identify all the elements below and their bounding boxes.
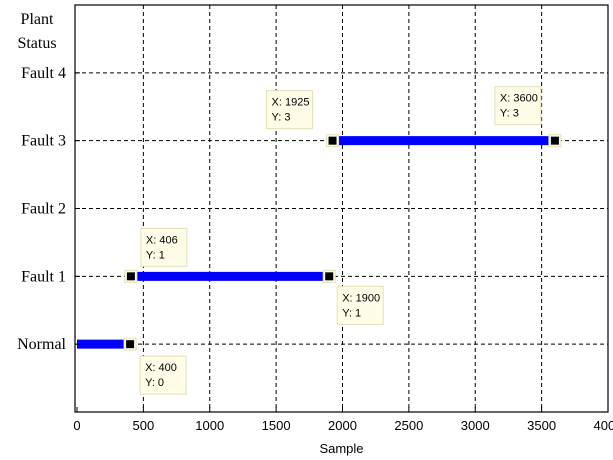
datatip-text: X: 400 <box>145 362 177 374</box>
datatip-box <box>139 355 187 395</box>
datatip-text: Y: 3 <box>272 112 291 124</box>
x-tick-label: 4000 <box>594 418 613 433</box>
datatip-marker <box>328 136 337 145</box>
datatip-text: Y: 1 <box>342 307 361 319</box>
datatip-marker <box>126 272 135 281</box>
datatip-box <box>140 227 188 267</box>
y-tick-label: Fault 3 <box>21 133 66 150</box>
datatip-marker <box>126 340 135 349</box>
y-tick-label: Fault 4 <box>21 65 66 82</box>
datatip-text: Y: 3 <box>500 108 519 120</box>
datatip-box <box>336 285 384 325</box>
datatips: X: 400 Y: 0 X: 406 Y: 1 X: 1900 Y: 1 X: 1925 Y:… <box>139 86 542 395</box>
datatip-text: Y: 0 <box>145 377 164 389</box>
x-tick-label: 1000 <box>195 418 224 433</box>
y-axis-label-line: Plant <box>21 11 54 28</box>
status-series <box>77 136 555 349</box>
datatip-marker <box>550 136 559 145</box>
y-axis-label-line: Status <box>17 35 56 52</box>
datatip-box <box>266 90 314 130</box>
y-axis-label: Plant Status <box>17 11 56 52</box>
y-tick-label: Fault 2 <box>21 201 66 218</box>
x-tick-label: 2000 <box>328 418 357 433</box>
x-tick-label: 1500 <box>262 418 291 433</box>
grid-lines <box>75 5 608 412</box>
datatip-text: Y: 1 <box>146 249 165 261</box>
datatip-text: X: 1900 <box>342 292 380 304</box>
x-tick-label: 2500 <box>394 418 423 433</box>
x-tick-label: 0 <box>73 418 80 433</box>
y-tick-label: Normal <box>17 336 66 353</box>
x-axis-label: Sample <box>319 441 363 456</box>
x-axis-ticks: 0 500 1000 1500 2000 2500 3000 3500 4000 <box>73 407 613 433</box>
datatip-marker <box>325 272 334 281</box>
y-axis-ticks: Normal Fault 1 Fault 2 Fault 3 Fault 4 <box>17 65 80 353</box>
datatip-text: X: 3600 <box>500 93 538 105</box>
x-tick-label: 3000 <box>461 418 490 433</box>
datatip-box <box>494 86 542 126</box>
datatip-text: X: 406 <box>146 234 178 246</box>
y-tick-label: Fault 1 <box>21 268 66 285</box>
datatip-markers <box>123 134 562 351</box>
x-tick-label: 500 <box>133 418 155 433</box>
x-tick-label: 3500 <box>527 418 556 433</box>
datatip-text: X: 1925 <box>272 97 310 109</box>
